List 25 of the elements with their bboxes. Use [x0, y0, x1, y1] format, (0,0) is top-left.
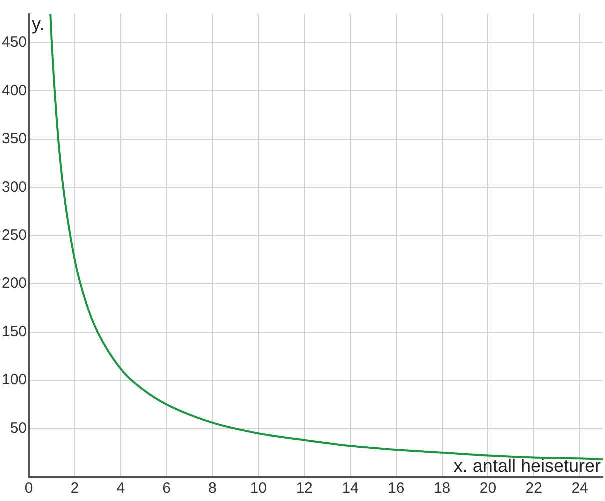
x-tick-label: 10: [250, 480, 267, 498]
y-tick-label: 100: [2, 372, 28, 389]
y-tick-label: 400: [2, 82, 28, 100]
y-tick-label: 350: [2, 130, 28, 148]
y-tick-label: 50: [10, 420, 28, 437]
x-tick-label: 24: [572, 480, 588, 498]
x-tick-label: 2: [70, 480, 80, 498]
x-tick-label: 6: [162, 480, 171, 498]
x-tick-label: 22: [526, 480, 542, 498]
x-axis-title: x. antall heiseturer: [454, 456, 602, 476]
x-tick-label: 12: [296, 480, 313, 498]
y-tick-label: 300: [2, 178, 28, 196]
y-tick-label: 250: [2, 226, 28, 244]
y-tick-label: 200: [2, 275, 28, 292]
x-tick-label: 4: [116, 480, 126, 498]
x-tick-label: 0: [24, 480, 34, 498]
x-tick-label: 8: [208, 480, 217, 498]
line-series: [50, 14, 603, 461]
x-tick-label: 18: [434, 480, 451, 498]
y-tick-label: 450: [2, 34, 28, 52]
x-tick-label: 20: [480, 480, 497, 498]
y-axis-title: y.: [32, 14, 45, 34]
x-tick-label: 14: [342, 480, 359, 498]
x-tick-label: 16: [388, 480, 405, 498]
y-tick-label: 150: [2, 323, 28, 340]
